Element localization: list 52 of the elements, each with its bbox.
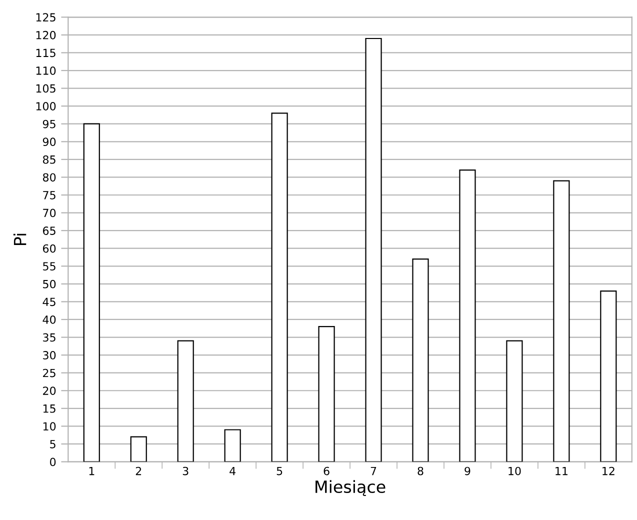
x-tick-label: 1: [89, 466, 94, 476]
y-tick-label: 10: [43, 422, 56, 431]
y-tick-label: 90: [42, 138, 56, 146]
x-tick-label: 2: [136, 466, 142, 476]
y-tick-label: 70: [43, 208, 56, 218]
y-tick-label: 25: [43, 368, 56, 378]
x-tick-label: 7: [370, 466, 376, 476]
y-tick-label: 100: [36, 102, 56, 110]
y-tick-label: 115: [36, 48, 56, 58]
y-tick-label: 125: [36, 13, 56, 22]
x-tick-label: 9: [464, 466, 470, 476]
bar: [224, 429, 241, 462]
y-axis-title: Pi: [13, 234, 26, 245]
bar: [600, 290, 617, 462]
y-tick-label: 85: [42, 155, 56, 164]
bar: [365, 38, 382, 462]
y-tick-label: 120: [36, 30, 56, 40]
y-tick-label: 45: [42, 298, 56, 306]
bar: [83, 123, 100, 462]
y-tick-label: 0: [50, 458, 56, 466]
bar: [459, 170, 476, 462]
y-tick-label: 110: [36, 66, 56, 75]
x-tick-label: 8: [418, 466, 424, 476]
y-tick-label: 30: [43, 351, 56, 360]
bar: [506, 340, 523, 462]
x-tick-label: 6: [324, 466, 330, 476]
bar: [130, 436, 147, 462]
y-tick-label: 95: [42, 120, 56, 128]
y-tick-label: 50: [43, 280, 56, 288]
y-tick-label: 55: [43, 262, 56, 271]
x-axis-title: Miesiące: [316, 480, 386, 496]
y-tick-label: 15: [43, 404, 56, 413]
bar: [177, 340, 194, 462]
x-tick-label: 11: [556, 466, 568, 476]
bar: [553, 180, 570, 462]
y-tick-label: 60: [42, 244, 56, 253]
x-tick-label: 12: [602, 466, 614, 476]
y-tick-label: 105: [36, 84, 56, 93]
y-tick-label: 75: [43, 191, 56, 200]
y-tick-label: 80: [42, 173, 56, 182]
x-tick-label: 10: [508, 466, 521, 476]
y-tick-label: 40: [42, 315, 56, 324]
bar: [271, 112, 288, 462]
y-tick-label: 20: [43, 386, 56, 396]
x-tick-label: 3: [182, 466, 188, 476]
bar: [412, 258, 429, 462]
y-tick-label: 35: [43, 333, 56, 342]
x-tick-label: 4: [230, 466, 236, 476]
y-tick-label: 5: [50, 440, 56, 448]
bar: [318, 326, 335, 462]
x-tick-label: 5: [276, 466, 282, 476]
y-tick-label: 65: [42, 226, 56, 235]
